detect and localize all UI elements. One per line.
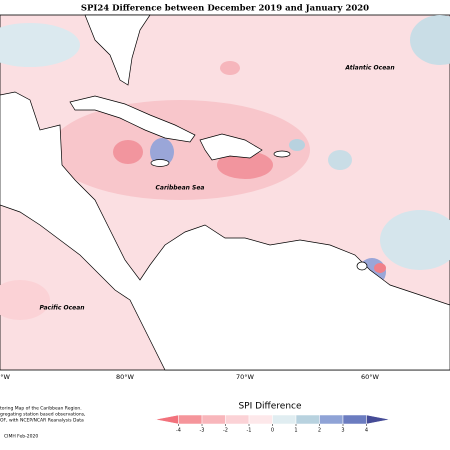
colorbar-segment [248, 414, 273, 425]
colorbar-tick-label: -2 [223, 428, 228, 434]
ocean-label: Pacific Ocean [39, 305, 84, 312]
footer-note: toring Map of the Caribbean Region. [0, 406, 82, 412]
colorbar-segment [366, 414, 391, 425]
puerto-rico [273, 150, 291, 158]
anomaly [0, 280, 50, 320]
jamaica [150, 159, 170, 167]
colorbar-tick-label: -4 [176, 428, 181, 434]
anomaly [410, 15, 450, 65]
longitude-label: 90°W [0, 373, 11, 381]
land [0, 91, 450, 371]
anomaly [374, 263, 386, 273]
map: Atlantic Ocean Caribbean Sea Pacific Oce… [0, 14, 450, 371]
cuba [69, 95, 196, 143]
anomaly [217, 151, 273, 179]
footer-note: gregating station based observations, [0, 412, 85, 418]
colorbar-tick-label: -1 [247, 428, 252, 434]
ocean-label: Atlantic Ocean [344, 65, 394, 72]
colorbar-tick-label: -3 [200, 428, 205, 434]
colorbar-segment [178, 414, 203, 425]
colorbar-tick-label: 0 [271, 428, 274, 434]
ocean-label: Caribbean Sea [156, 185, 205, 192]
trinidad [356, 261, 368, 271]
anomaly [380, 210, 450, 270]
colorbar-tick-label: 3 [341, 428, 344, 434]
title: SPI24 Difference between December 2019 a… [81, 4, 369, 14]
anomaly [289, 139, 305, 151]
colorbar-segment [342, 414, 367, 425]
colorbar-tick-label: 4 [365, 428, 368, 434]
longitude-label: 70°W [236, 373, 255, 381]
land [84, 14, 151, 86]
colorbar-segment [225, 414, 250, 425]
colorbar-segment [201, 414, 226, 425]
anomaly [0, 23, 80, 67]
colorbar-segment [154, 414, 179, 425]
longitude-label: 60°W [361, 373, 380, 381]
footer-credit: CIMH Feb-2020 [4, 434, 38, 440]
hispaniola [199, 133, 263, 161]
colorbar-segment [272, 414, 297, 425]
footer-note: OF, with NCEP/NCAR Reanalysis Data [0, 418, 84, 424]
colorbar-tick-label: 2 [318, 428, 321, 434]
anomaly [328, 150, 352, 170]
colorbar-segment [295, 414, 320, 425]
anomaly [150, 138, 174, 166]
colorbar-tick-label: 1 [294, 428, 297, 434]
colorbar: -4 -3 -2 -1 0 1 2 3 4 [154, 414, 391, 434]
colorbar-title: SPI Difference [238, 402, 302, 412]
anomaly [113, 140, 143, 164]
longitude-label: 80°W [116, 373, 135, 381]
colorbar-segment [319, 414, 344, 425]
anomaly [220, 61, 240, 75]
